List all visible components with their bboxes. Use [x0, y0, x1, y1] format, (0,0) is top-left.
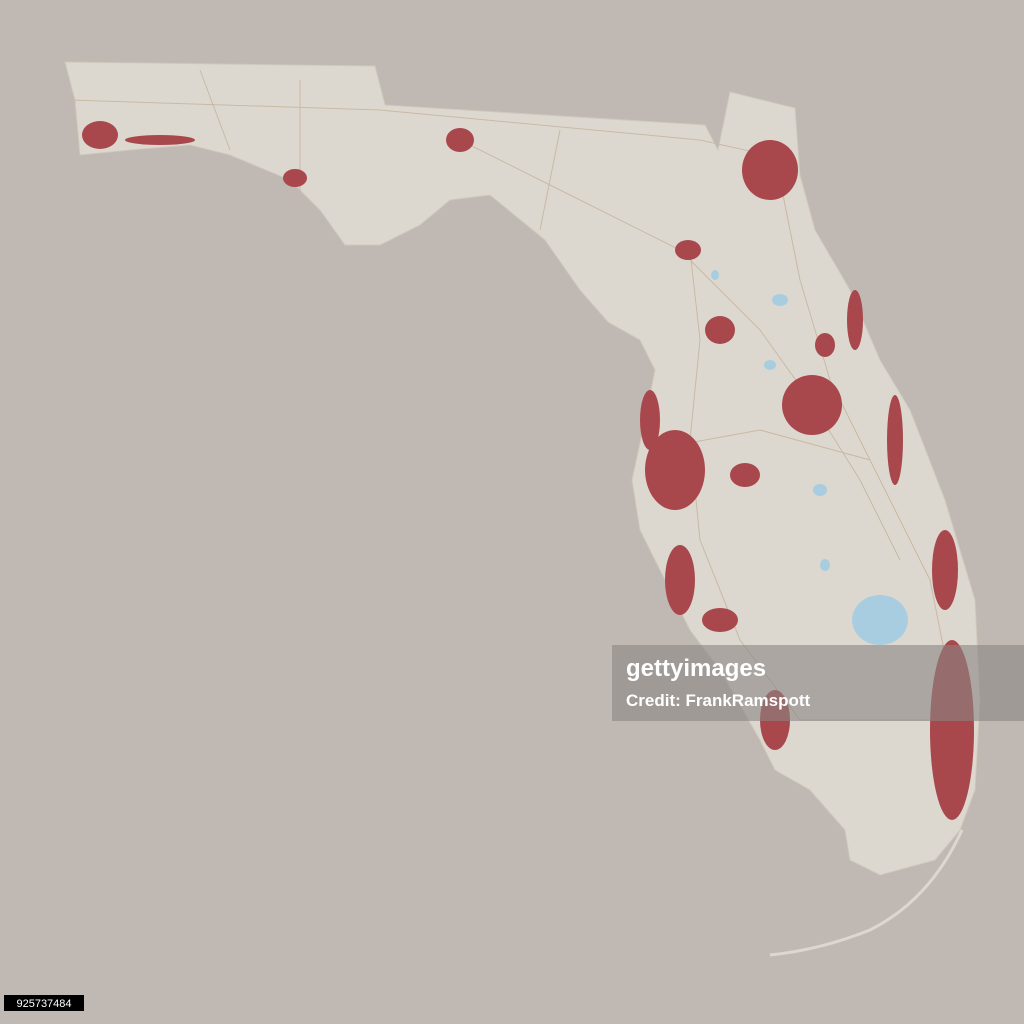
watermark-credit: Credit: FrankRamspott	[626, 691, 811, 710]
lakes	[711, 270, 908, 645]
image-id: 925737484	[16, 998, 71, 1010]
watermark-box	[612, 645, 1024, 721]
florida-keys	[769, 829, 964, 957]
watermark-brand: gettyimages	[626, 655, 766, 682]
image-id-box	[4, 995, 84, 1011]
